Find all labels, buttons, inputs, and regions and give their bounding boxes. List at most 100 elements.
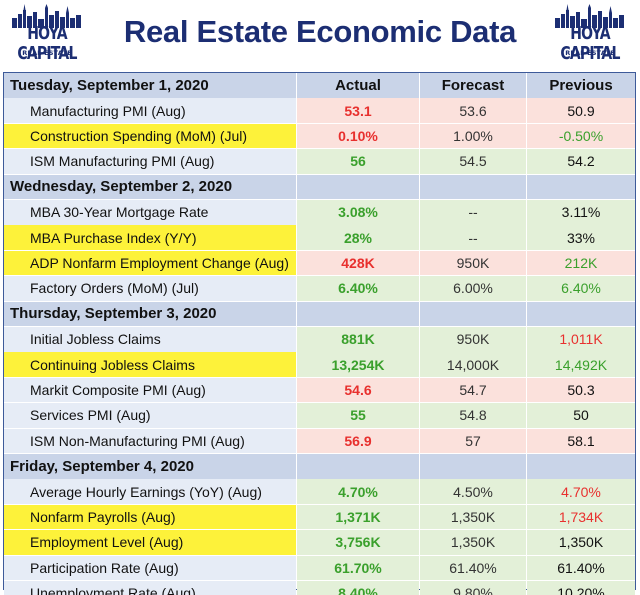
previous-value: 1,734K bbox=[527, 504, 635, 530]
page-title: Real Estate Economic Data bbox=[123, 14, 517, 49]
table-row: Initial Jobless Claims 881K 950K 1,011K bbox=[4, 327, 635, 352]
section-spacer bbox=[420, 174, 526, 200]
actual-value: 13,254K bbox=[297, 352, 419, 377]
table-row: Nonfarm Payrolls (Aug) 1,371K 1,350K 1,734K bbox=[4, 504, 635, 530]
actual-value: 881K bbox=[297, 327, 419, 352]
actual-value: 428K bbox=[297, 250, 419, 276]
forecast-value: 1,350K bbox=[420, 504, 526, 530]
forecast-value: 53.6 bbox=[420, 98, 526, 123]
logo-subtext: REAL ESTATE bbox=[22, 49, 72, 57]
indicator-label: ADP Nonfarm Employment Change (Aug) bbox=[4, 250, 296, 276]
actual-value: 61.70% bbox=[297, 555, 419, 581]
table-row: Average Hourly Earnings (YoY) (Aug) 4.70%… bbox=[4, 479, 635, 504]
actual-value: 3.08% bbox=[297, 200, 419, 225]
section-header-row: Thursday, September 3, 2020 bbox=[4, 301, 635, 327]
forecast-value: 61.40% bbox=[420, 555, 526, 581]
section-date: Wednesday, September 2, 2020 bbox=[4, 174, 296, 200]
table-row: ISM Non-Manufacturing PMI (Aug) 56.9 57 58.… bbox=[4, 428, 635, 454]
section-header-row: Wednesday, September 2, 2020 bbox=[4, 174, 635, 200]
forecast-value: 54.7 bbox=[420, 377, 526, 403]
actual-value: 6.40% bbox=[297, 276, 419, 301]
previous-value: 50.9 bbox=[527, 98, 635, 123]
indicator-label: Manufacturing PMI (Aug) bbox=[4, 98, 296, 123]
indicator-label: ISM Non-Manufacturing PMI (Aug) bbox=[4, 428, 296, 454]
forecast-value: 54.8 bbox=[420, 403, 526, 428]
section-date: Tuesday, September 1, 2020 bbox=[4, 73, 296, 98]
section-spacer bbox=[527, 301, 635, 327]
header: HOYA CAPITAL REAL ESTATE Real Estate Eco… bbox=[0, 0, 640, 72]
actual-value: 3,756K bbox=[297, 530, 419, 555]
previous-value: 58.1 bbox=[527, 428, 635, 454]
skyline-icon bbox=[12, 4, 81, 28]
indicator-label: MBA Purchase Index (Y/Y) bbox=[4, 225, 296, 250]
section-date: Friday, September 4, 2020 bbox=[4, 454, 296, 479]
logo-text: HOYA CAPITAL bbox=[17, 24, 77, 64]
hoya-capital-logo: HOYA CAPITAL REAL ESTATE bbox=[6, 4, 88, 66]
section-spacer bbox=[527, 174, 635, 200]
section-date: Thursday, September 3, 2020 bbox=[4, 301, 296, 327]
actual-value: 56.9 bbox=[297, 428, 419, 454]
logo-subtext: REAL ESTATE bbox=[565, 49, 615, 57]
hoya-capital-logo: HOYA CAPITAL REAL ESTATE bbox=[549, 4, 631, 66]
indicator-label: Employment Level (Aug) bbox=[4, 530, 296, 555]
table-row: Factory Orders (MoM) (Jul) 6.40% 6.00% 6.40… bbox=[4, 276, 635, 301]
previous-value: 10.20% bbox=[527, 581, 635, 595]
previous-value: 54.2 bbox=[527, 149, 635, 174]
indicator-label: Services PMI (Aug) bbox=[4, 403, 296, 428]
forecast-value: 950K bbox=[420, 327, 526, 352]
forecast-value: 1.00% bbox=[420, 123, 526, 149]
indicator-label: Markit Composite PMI (Aug) bbox=[4, 377, 296, 403]
forecast-value: 57 bbox=[420, 428, 526, 454]
table-row: MBA Purchase Index (Y/Y) 28% -- 33% bbox=[4, 225, 635, 250]
previous-value: 14,492K bbox=[527, 352, 635, 377]
forecast-value: 6.00% bbox=[420, 276, 526, 301]
table-row: Markit Composite PMI (Aug) 54.6 54.7 50.3 bbox=[4, 377, 635, 403]
actual-value: 4.70% bbox=[297, 479, 419, 504]
forecast-value: 950K bbox=[420, 250, 526, 276]
actual-value: 55 bbox=[297, 403, 419, 428]
forecast-value: -- bbox=[420, 225, 526, 250]
indicator-label: Participation Rate (Aug) bbox=[4, 555, 296, 581]
actual-value: 54.6 bbox=[297, 377, 419, 403]
column-header: Previous bbox=[527, 73, 635, 98]
column-header: Forecast bbox=[420, 73, 526, 98]
indicator-label: Average Hourly Earnings (YoY) (Aug) bbox=[4, 479, 296, 504]
previous-value: -0.50% bbox=[527, 123, 635, 149]
table-row: Unemployment Rate (Aug) 8.40% 9.80% 10.20% bbox=[4, 581, 635, 595]
column-header: Actual bbox=[297, 73, 419, 98]
table-row: Construction Spending (MoM) (Jul) 0.10% 1.… bbox=[4, 123, 635, 149]
forecast-value: 1,350K bbox=[420, 530, 526, 555]
indicator-label: Factory Orders (MoM) (Jul) bbox=[4, 276, 296, 301]
table-row: MBA 30-Year Mortgage Rate 3.08% -- 3.11% bbox=[4, 200, 635, 225]
previous-value: 50 bbox=[527, 403, 635, 428]
table-row: Manufacturing PMI (Aug) 53.1 53.6 50.9 bbox=[4, 98, 635, 123]
logo-text: HOYA CAPITAL bbox=[560, 24, 620, 64]
section-spacer bbox=[297, 454, 419, 479]
indicator-label: Construction Spending (MoM) (Jul) bbox=[4, 123, 296, 149]
forecast-value: 14,000K bbox=[420, 352, 526, 377]
forecast-value: -- bbox=[420, 200, 526, 225]
previous-value: 50.3 bbox=[527, 377, 635, 403]
actual-value: 53.1 bbox=[297, 98, 419, 123]
previous-value: 212K bbox=[527, 250, 635, 276]
forecast-value: 9.80% bbox=[420, 581, 526, 595]
actual-value: 56 bbox=[297, 149, 419, 174]
table-row: Services PMI (Aug) 55 54.8 50 bbox=[4, 403, 635, 428]
previous-value: 6.40% bbox=[527, 276, 635, 301]
economic-data-table: Tuesday, September 1, 2020 Actual Forecast… bbox=[3, 72, 636, 595]
forecast-value: 4.50% bbox=[420, 479, 526, 504]
indicator-label: Unemployment Rate (Aug) bbox=[4, 581, 296, 595]
section-spacer bbox=[420, 301, 526, 327]
section-header-row: Friday, September 4, 2020 bbox=[4, 454, 635, 479]
previous-value: 3.11% bbox=[527, 200, 635, 225]
indicator-label: MBA 30-Year Mortgage Rate bbox=[4, 200, 296, 225]
previous-value: 61.40% bbox=[527, 555, 635, 581]
section-header-row: Tuesday, September 1, 2020 Actual Forecast… bbox=[4, 73, 635, 98]
forecast-value: 54.5 bbox=[420, 149, 526, 174]
section-spacer bbox=[420, 454, 526, 479]
indicator-label: Continuing Jobless Claims bbox=[4, 352, 296, 377]
previous-value: 1,011K bbox=[527, 327, 635, 352]
actual-value: 8.40% bbox=[297, 581, 419, 595]
table-row: ISM Manufacturing PMI (Aug) 56 54.5 54.2 bbox=[4, 149, 635, 174]
